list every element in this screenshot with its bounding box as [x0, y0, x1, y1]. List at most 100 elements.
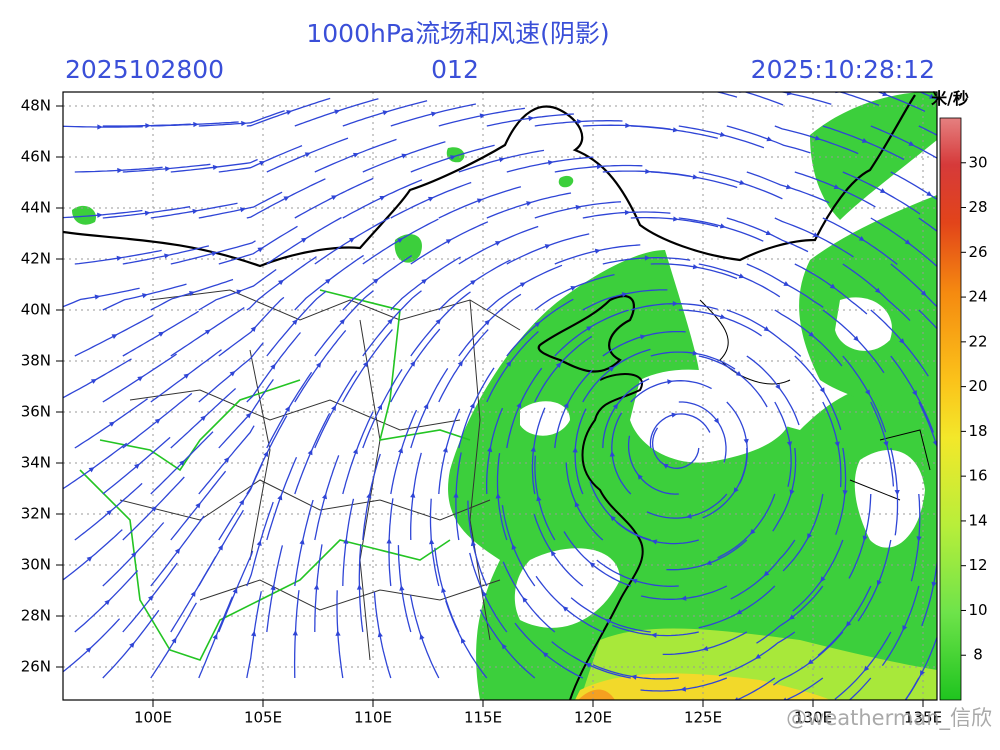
stream-arrow [348, 237, 355, 243]
streamline [784, 677, 824, 700]
stream-arrow [277, 494, 283, 501]
stream-arrow [398, 447, 403, 454]
title: 1000hPa流场和风速(阴影) [306, 19, 609, 48]
stream-arrow [431, 111, 437, 117]
stream-arrow [423, 403, 429, 410]
stream-arrow [304, 152, 311, 158]
stream-arrow [211, 251, 218, 257]
map-frame [62, 91, 938, 701]
stream-arrow [912, 390, 917, 397]
stream-arrow [442, 446, 448, 453]
lon-label: 105E [244, 709, 282, 727]
stream-arrow [263, 451, 268, 458]
streamline [743, 92, 784, 106]
stream-arrow [158, 331, 165, 337]
streamline [987, 356, 1000, 431]
stream-arrow [861, 138, 868, 143]
stream-arrow [256, 540, 262, 547]
lat-label: 44N [21, 199, 51, 217]
stream-arrow [719, 223, 726, 229]
lon-label: 130E [794, 709, 832, 727]
stream-arrow [735, 371, 742, 377]
stream-arrow [131, 552, 137, 558]
stream-arrow [457, 360, 463, 367]
stream-arrow [829, 283, 836, 289]
stream-arrow [335, 630, 341, 636]
forecast-hour: 012 [431, 55, 479, 84]
lon-label: 115E [464, 709, 502, 727]
stream-arrow [147, 594, 154, 601]
stream-arrow [334, 109, 341, 115]
streamline [715, 92, 738, 98]
stream-arrow [879, 188, 886, 194]
stream-arrow [501, 643, 507, 650]
streamline [987, 448, 1000, 533]
stream-arrow [563, 402, 569, 409]
stream-arrow [929, 93, 936, 99]
stream-arrow [362, 361, 369, 368]
stream-arrow [90, 378, 97, 384]
lon-label: 110E [354, 709, 392, 727]
stream-arrow [278, 279, 284, 286]
stream-arrow [519, 282, 526, 288]
stream-arrow [241, 120, 247, 127]
stream-arrow [259, 160, 266, 166]
stream-arrow [530, 446, 536, 452]
stream-arrow [284, 405, 290, 412]
lat-label: 38N [21, 352, 51, 370]
stream-arrow [719, 314, 726, 320]
stream-arrow [260, 74, 266, 79]
colorbar-unit: 米/秒 [931, 89, 969, 108]
stream-arrow [484, 319, 491, 326]
stream-arrow [820, 576, 826, 583]
stream-arrow [570, 286, 577, 291]
stream-arrow [876, 579, 882, 586]
stream-arrow [108, 421, 115, 427]
stream-arrow [542, 652, 549, 658]
stream-arrow [476, 198, 483, 204]
stream-arrow [419, 633, 425, 640]
stream-arrow [117, 167, 123, 174]
stream-arrow [501, 71, 507, 76]
stream-arrow [343, 538, 349, 544]
stream-arrow [399, 585, 405, 591]
colorbar-label: 14 [968, 511, 987, 529]
lat-label: 46N [21, 148, 51, 166]
stream-arrow [470, 280, 477, 286]
streamline [603, 80, 690, 89]
stream-arrow [429, 538, 435, 545]
stream-arrow [232, 587, 238, 594]
stream-arrow [144, 210, 151, 216]
stream-arrow [609, 451, 615, 457]
stream-arrow [671, 412, 678, 418]
stream-arrow [239, 499, 245, 506]
lat-label: 48N [21, 97, 51, 115]
stream-arrow [200, 415, 207, 422]
stream-arrow [916, 536, 922, 542]
stream-arrow [86, 556, 93, 562]
colorbar [939, 117, 962, 701]
stream-arrow [749, 528, 756, 535]
stream-arrow [713, 417, 720, 424]
stream-arrow [421, 278, 428, 285]
lat-label: 40N [21, 301, 51, 319]
stream-arrow [610, 515, 616, 522]
stream-arrow [193, 121, 199, 128]
stream-arrow [526, 201, 533, 207]
stream-arrow [240, 207, 246, 213]
stream-arrow [183, 373, 190, 379]
stream-arrow [651, 539, 658, 545]
stream-arrow [842, 490, 848, 496]
stream-arrow [97, 212, 103, 218]
stream-arrow [292, 319, 298, 325]
streamline [987, 80, 1000, 123]
stream-arrow [983, 440, 988, 446]
stream-arrow [882, 92, 889, 97]
lon-label: 100E [134, 709, 172, 727]
stream-arrow [786, 441, 793, 448]
axes: 48N 46N 44N 42N 40N 38N 36N 34N 32N 30N 28N 26N 100E… [21, 97, 942, 727]
stream-arrow [812, 232, 819, 237]
stream-arrow [366, 492, 372, 499]
stream-arrow [920, 290, 927, 297]
stream-arrow [862, 535, 868, 542]
